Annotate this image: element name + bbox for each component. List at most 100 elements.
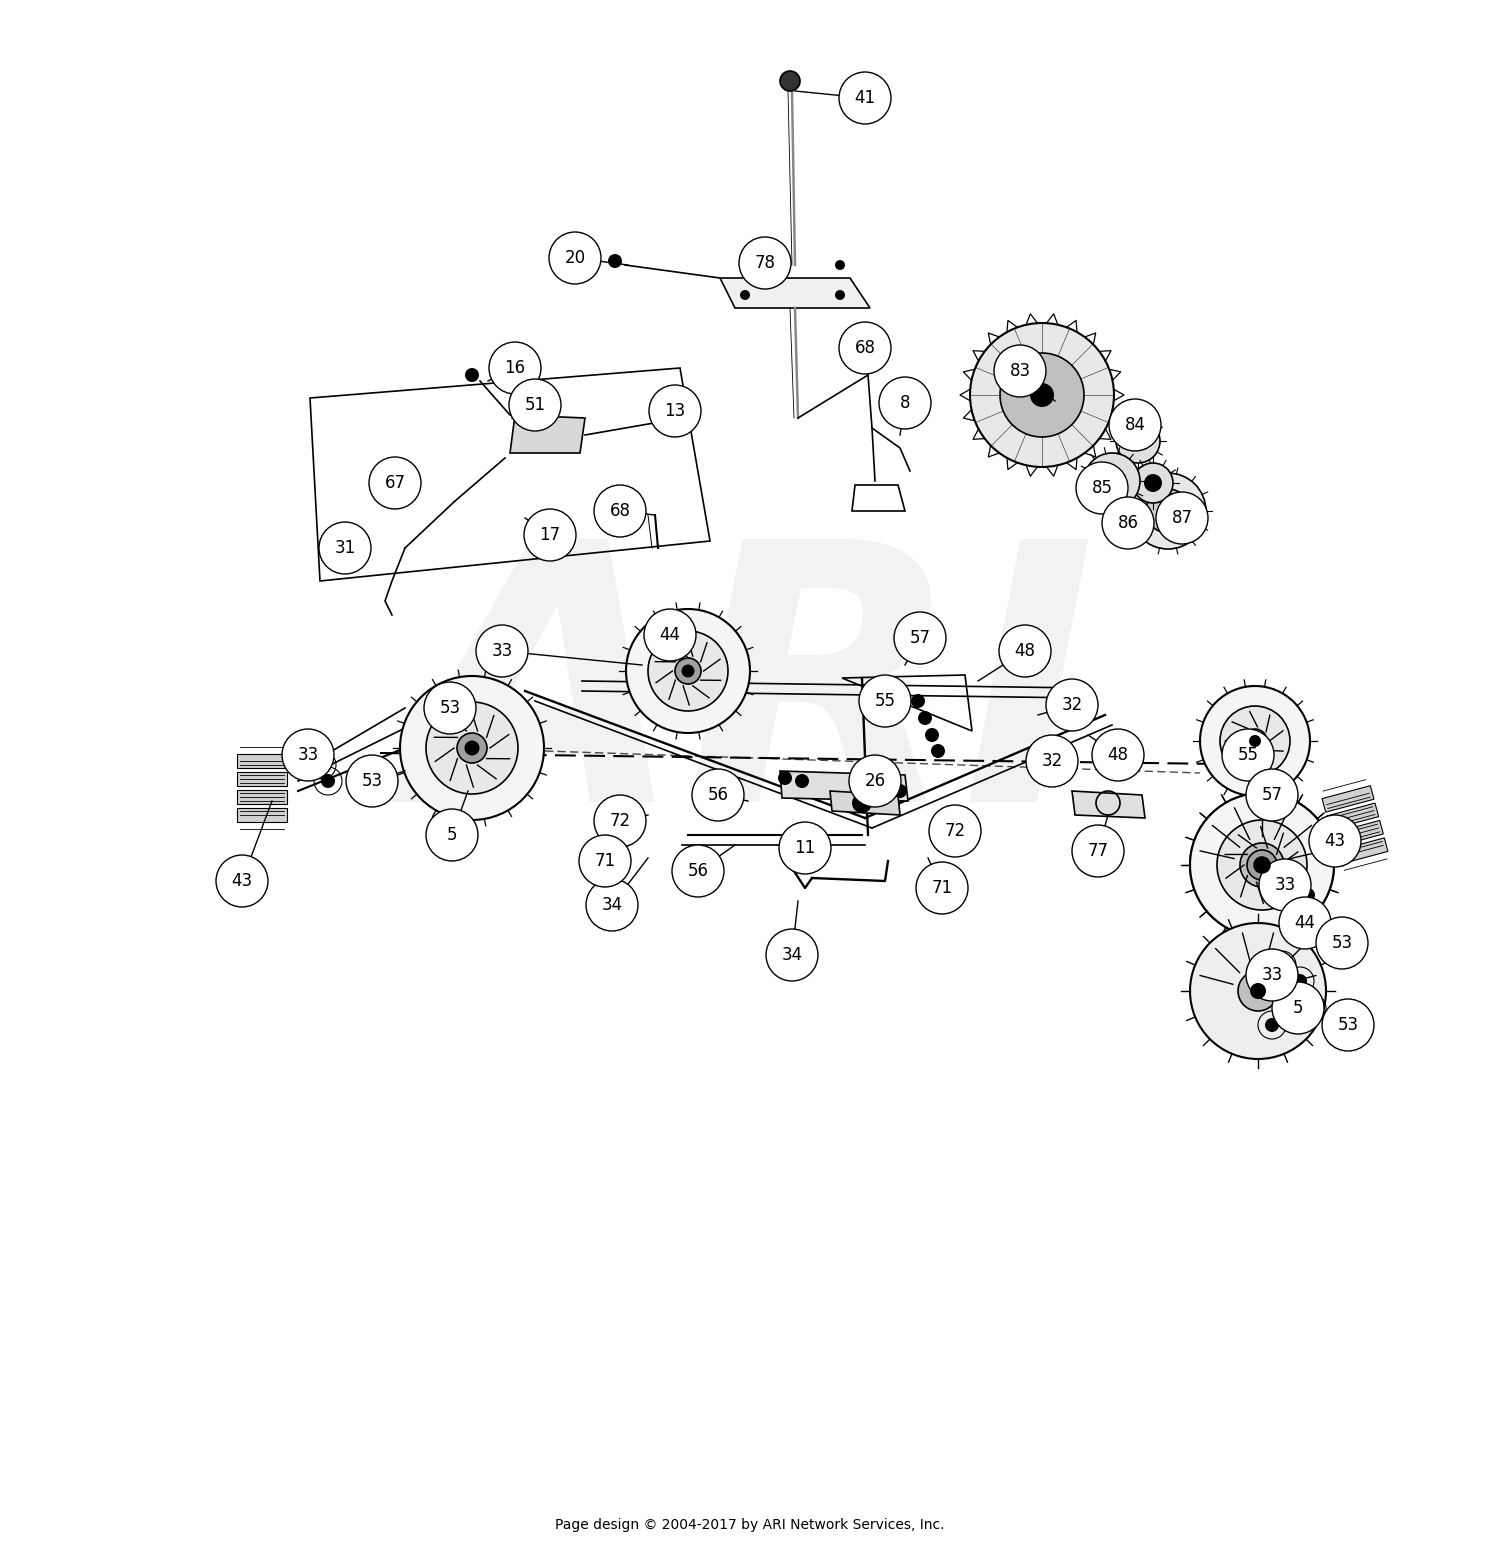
Text: 5: 5 (1293, 999, 1304, 1017)
Polygon shape (780, 770, 908, 801)
Circle shape (1254, 857, 1269, 873)
Circle shape (1246, 949, 1298, 1002)
Text: ARI: ARI (404, 528, 1096, 877)
Circle shape (1160, 503, 1176, 519)
Circle shape (1305, 1002, 1318, 1016)
Text: 20: 20 (564, 248, 585, 267)
Text: 53: 53 (440, 699, 460, 717)
Circle shape (1220, 707, 1290, 776)
Circle shape (594, 485, 646, 537)
Circle shape (549, 231, 602, 284)
Circle shape (586, 879, 638, 930)
Polygon shape (720, 278, 870, 307)
Text: 56: 56 (708, 786, 729, 804)
Circle shape (778, 822, 831, 874)
Polygon shape (237, 772, 286, 786)
Text: 44: 44 (660, 626, 681, 644)
Circle shape (892, 784, 908, 798)
Text: 33: 33 (1262, 966, 1282, 985)
Circle shape (465, 368, 478, 382)
Circle shape (1156, 492, 1208, 544)
Circle shape (426, 702, 518, 794)
Circle shape (1316, 916, 1368, 969)
Circle shape (465, 741, 480, 755)
Circle shape (849, 755, 901, 808)
Circle shape (1272, 981, 1324, 1034)
Circle shape (918, 711, 932, 725)
Text: 57: 57 (909, 629, 930, 648)
Text: 33: 33 (492, 641, 513, 660)
Text: 53: 53 (1338, 1016, 1359, 1034)
Text: 34: 34 (602, 896, 622, 915)
Text: 68: 68 (855, 339, 876, 357)
Polygon shape (1072, 790, 1144, 818)
Circle shape (626, 609, 750, 733)
Circle shape (1116, 419, 1160, 463)
Text: 48: 48 (1014, 641, 1035, 660)
Circle shape (509, 379, 561, 432)
Circle shape (320, 522, 370, 575)
Circle shape (672, 845, 724, 898)
Polygon shape (510, 415, 585, 453)
Text: 32: 32 (1062, 696, 1083, 714)
Text: 85: 85 (1092, 478, 1113, 497)
Text: 44: 44 (1294, 915, 1316, 932)
Text: 53: 53 (362, 772, 382, 790)
Polygon shape (237, 755, 286, 769)
Circle shape (1000, 353, 1084, 436)
Circle shape (1190, 794, 1334, 936)
Text: 67: 67 (384, 474, 405, 492)
Circle shape (1250, 983, 1266, 999)
Circle shape (855, 781, 868, 795)
Text: 72: 72 (609, 812, 630, 829)
Circle shape (879, 377, 932, 429)
Circle shape (1072, 825, 1124, 877)
Circle shape (1264, 1019, 1280, 1033)
Circle shape (916, 862, 968, 915)
Circle shape (1084, 453, 1140, 509)
Circle shape (458, 733, 488, 763)
Circle shape (836, 290, 844, 300)
Circle shape (740, 238, 790, 289)
Text: 71: 71 (594, 853, 615, 870)
Polygon shape (830, 790, 900, 815)
Circle shape (1026, 735, 1078, 787)
Circle shape (346, 755, 398, 808)
Circle shape (216, 856, 268, 907)
Circle shape (1222, 728, 1274, 781)
Text: 13: 13 (664, 402, 686, 419)
Circle shape (1252, 856, 1270, 874)
Circle shape (321, 773, 334, 787)
Text: 48: 48 (1107, 745, 1128, 764)
Circle shape (1102, 497, 1154, 550)
Text: 56: 56 (687, 862, 708, 881)
Text: 11: 11 (795, 839, 816, 857)
Text: 34: 34 (782, 946, 802, 964)
Circle shape (1030, 384, 1054, 407)
Text: 31: 31 (334, 539, 356, 558)
Text: 41: 41 (855, 89, 876, 107)
Text: 77: 77 (1088, 842, 1108, 860)
Circle shape (1216, 820, 1306, 910)
Circle shape (644, 609, 696, 662)
Circle shape (780, 71, 800, 92)
Text: 17: 17 (540, 526, 561, 544)
Circle shape (1250, 735, 1262, 747)
Circle shape (681, 665, 694, 677)
Circle shape (1046, 679, 1098, 731)
Text: 86: 86 (1118, 514, 1138, 533)
Circle shape (970, 323, 1114, 467)
Polygon shape (1332, 820, 1383, 846)
Circle shape (1244, 728, 1268, 753)
Polygon shape (237, 790, 286, 804)
Text: 16: 16 (504, 359, 525, 377)
Circle shape (740, 259, 750, 270)
Circle shape (766, 929, 818, 981)
Circle shape (1092, 728, 1144, 781)
Polygon shape (1326, 803, 1378, 829)
Polygon shape (237, 808, 286, 822)
Circle shape (476, 624, 528, 677)
Circle shape (1246, 769, 1298, 822)
Text: 32: 32 (1041, 752, 1062, 770)
Text: 84: 84 (1125, 416, 1146, 433)
